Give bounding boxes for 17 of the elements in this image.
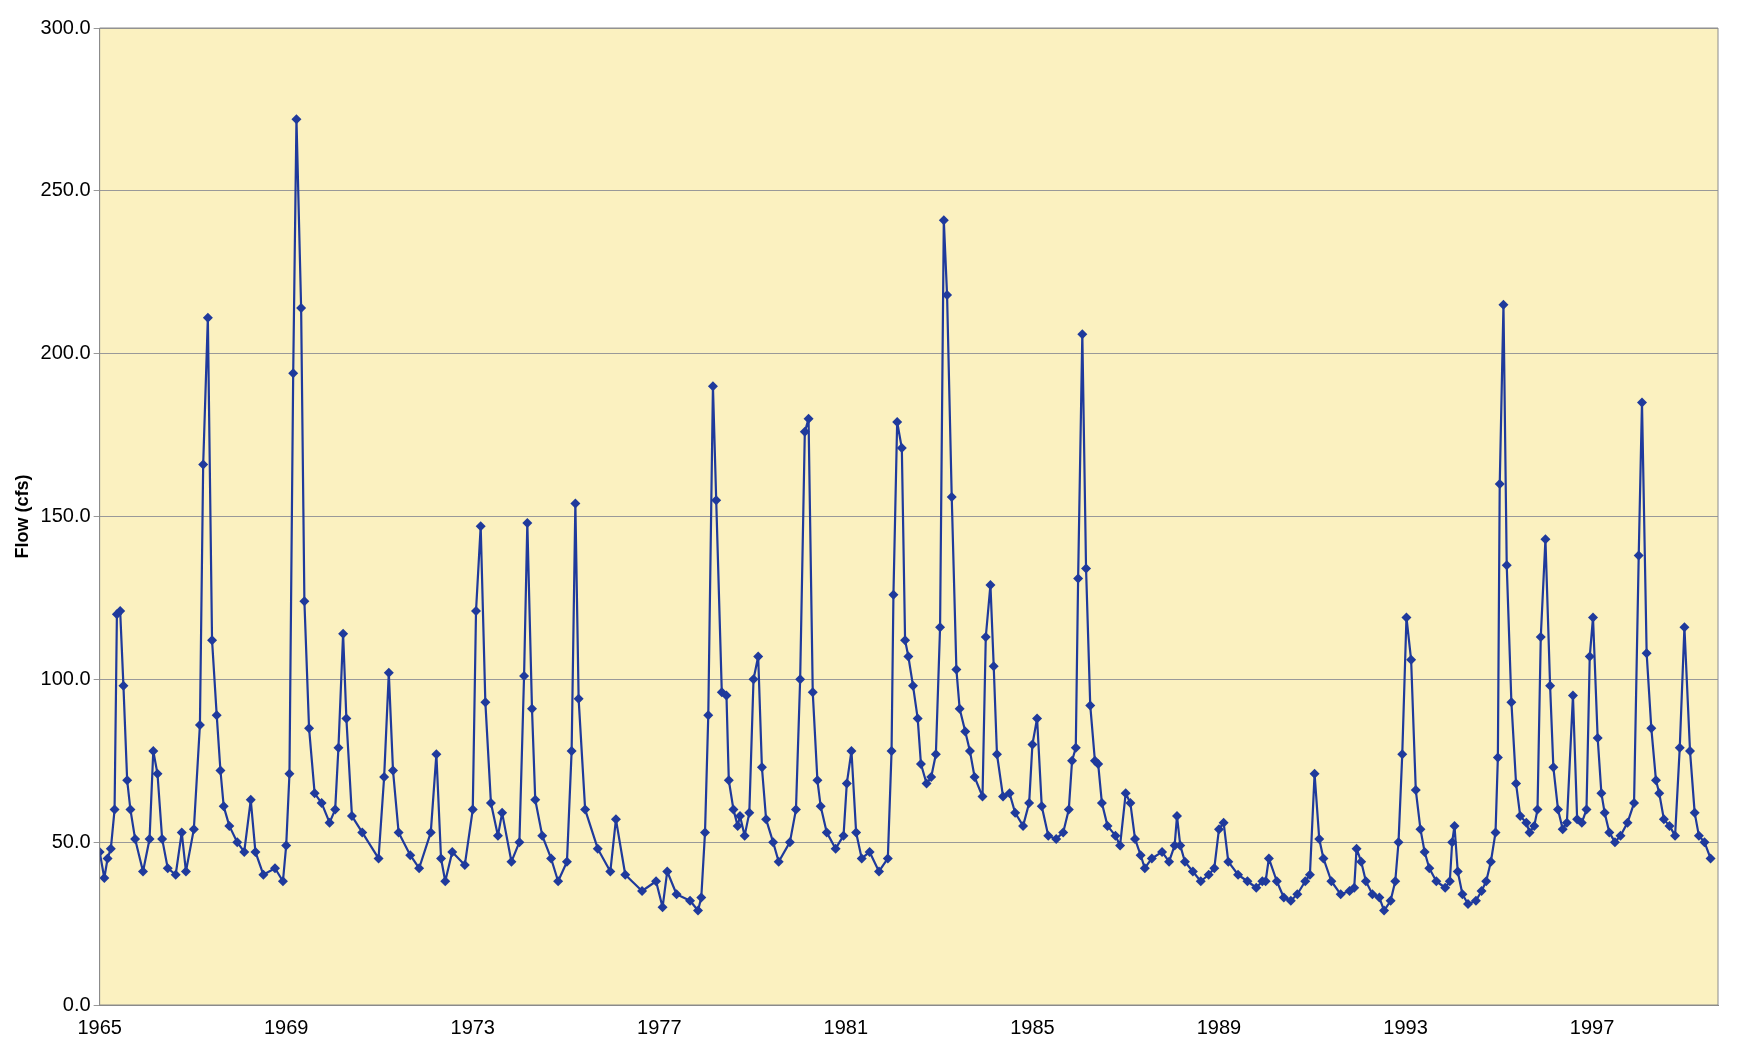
y-tick-label: 250.0 <box>40 178 91 201</box>
x-tick-label: 1981 <box>823 1015 869 1038</box>
x-tick-label: 1989 <box>1196 1015 1242 1038</box>
y-tick-label: 100.0 <box>40 666 91 689</box>
y-tick-label: 200.0 <box>40 341 91 364</box>
x-tick-label: 1993 <box>1383 1015 1428 1038</box>
x-tick-label: 1969 <box>263 1015 309 1038</box>
x-tick-label: 1965 <box>77 1015 122 1038</box>
y-tick-label: 150.0 <box>40 504 91 527</box>
y-tick-label: 50.0 <box>51 829 91 852</box>
x-tick-label: 1985 <box>1010 1015 1055 1038</box>
y-tick-label: 0.0 <box>62 992 91 1015</box>
x-tick-label: 1973 <box>450 1015 496 1038</box>
y-tick-label: 300.0 <box>40 15 91 38</box>
y-axis-title: Flow (cfs) <box>11 474 32 559</box>
x-tick-label: 1997 <box>1569 1015 1615 1038</box>
x-tick-label: 1977 <box>637 1015 682 1038</box>
